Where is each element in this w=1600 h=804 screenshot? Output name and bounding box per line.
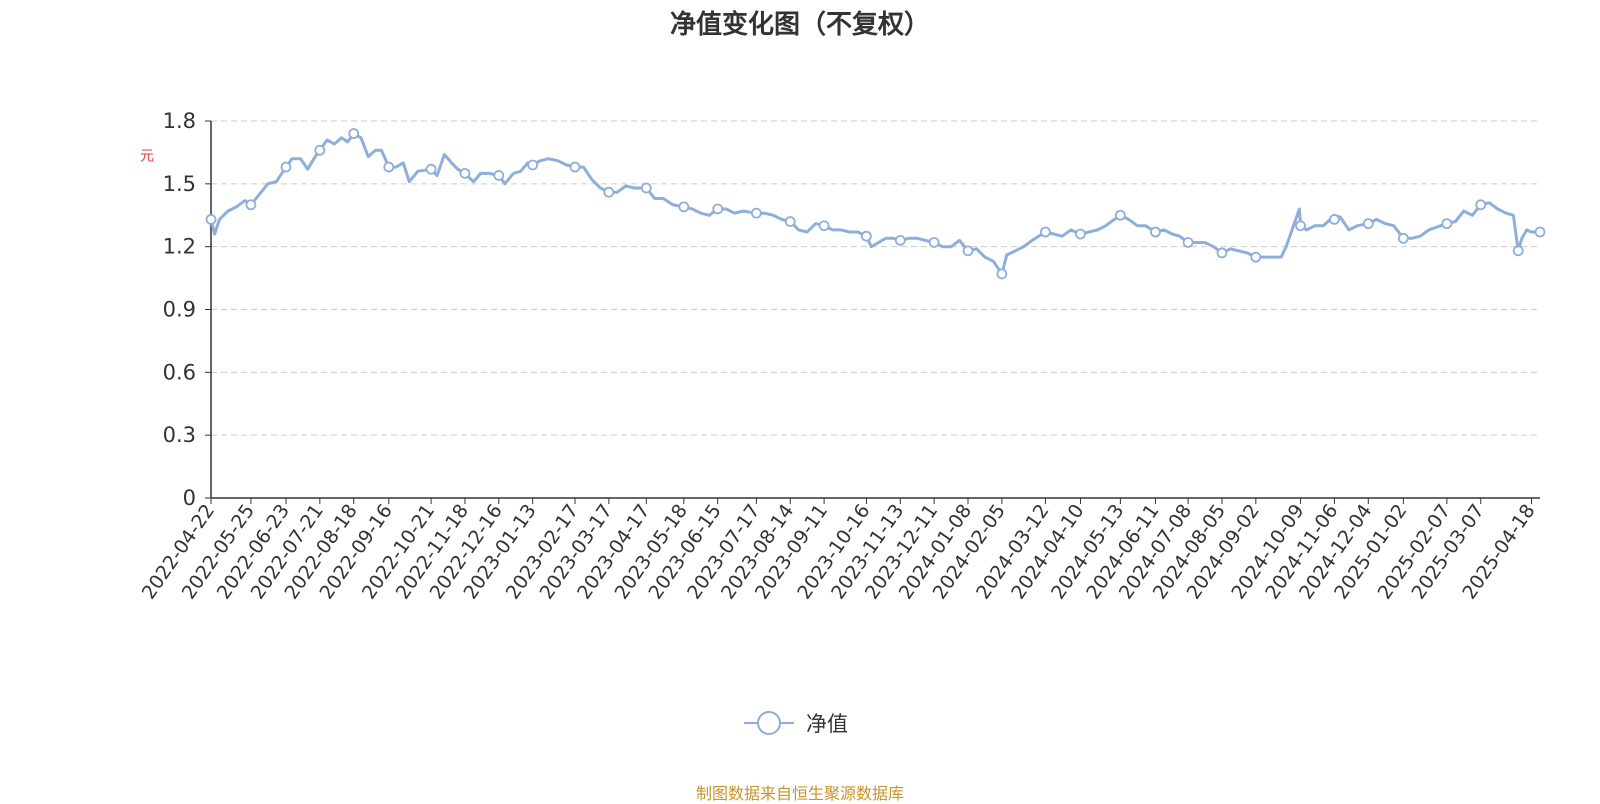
x-axis: 2022-04-222022-05-252022-06-232022-07-21… [138,497,1540,603]
y-tick-label: 1.8 [163,109,196,133]
data-point-marker [1397,232,1409,244]
data-point-marker [962,245,974,257]
data-point-marker [784,216,796,227]
series-net-value [205,128,1546,280]
net-value-line-chart: 0 0.3 0.6 0.9 1.2 1.5 1.8 2022-04-222022-05-25… [138,109,1546,603]
data-point-marker [678,201,690,213]
data-point-marker [1250,251,1262,263]
data-point-marker [1150,226,1161,238]
data-point-marker [1295,220,1306,232]
data-point-marker [750,207,762,219]
net-value-line [209,132,1540,276]
data-point-marker [818,220,830,232]
data-point-marker [493,170,505,181]
data-point-marker [712,203,724,215]
y-tick-label: 0.3 [163,423,196,447]
data-point-marker [1441,218,1453,230]
data-point-marker [928,237,940,248]
data-point-marker [348,128,360,139]
data-point-marker [996,268,1008,280]
data-point-marker [1329,214,1340,225]
data-point-marker [245,199,257,211]
data-point-marker [459,167,471,179]
data-point-marker [894,234,906,246]
data-point-marker [1512,245,1524,257]
data-point-marker [1182,237,1194,248]
chart-title: 净值变化图（不复权） [669,10,930,40]
legend-line-circle-icon [744,711,794,735]
data-point-marker [425,163,437,175]
y-tick-label: 0 [183,486,196,510]
y-tick-label: 0.9 [163,298,196,322]
y-tick-label: 1.2 [163,235,196,259]
data-point-marker [383,161,395,173]
data-source-note: 制图数据来自恒生聚源数据库 [695,784,904,803]
data-point-marker [1216,247,1228,259]
y-tick-label: 1.5 [163,172,196,196]
legend[interactable]: 净值 [744,708,848,738]
data-point-marker [280,161,292,173]
data-point-marker [1075,228,1086,240]
data-point-marker [1534,226,1546,238]
data-point-marker [640,182,652,194]
grid-lines [211,120,1540,436]
data-point-marker [527,159,539,171]
data-point-marker [314,144,326,156]
data-point-marker [1475,199,1487,211]
data-point-marker [861,230,872,242]
y-axis: 0 0.3 0.6 0.9 1.2 1.5 1.8 [163,109,212,510]
y-tick-label: 0.6 [163,360,196,384]
y-axis-unit-label: 元 [138,148,154,162]
data-point-marker [205,214,217,225]
data-point-marker [603,186,615,198]
data-point-marker [1114,209,1126,221]
data-point-marker [569,161,581,173]
data-point-marker [1040,226,1051,238]
data-point-marker [1362,218,1374,230]
legend-label: 净值 [806,712,848,736]
